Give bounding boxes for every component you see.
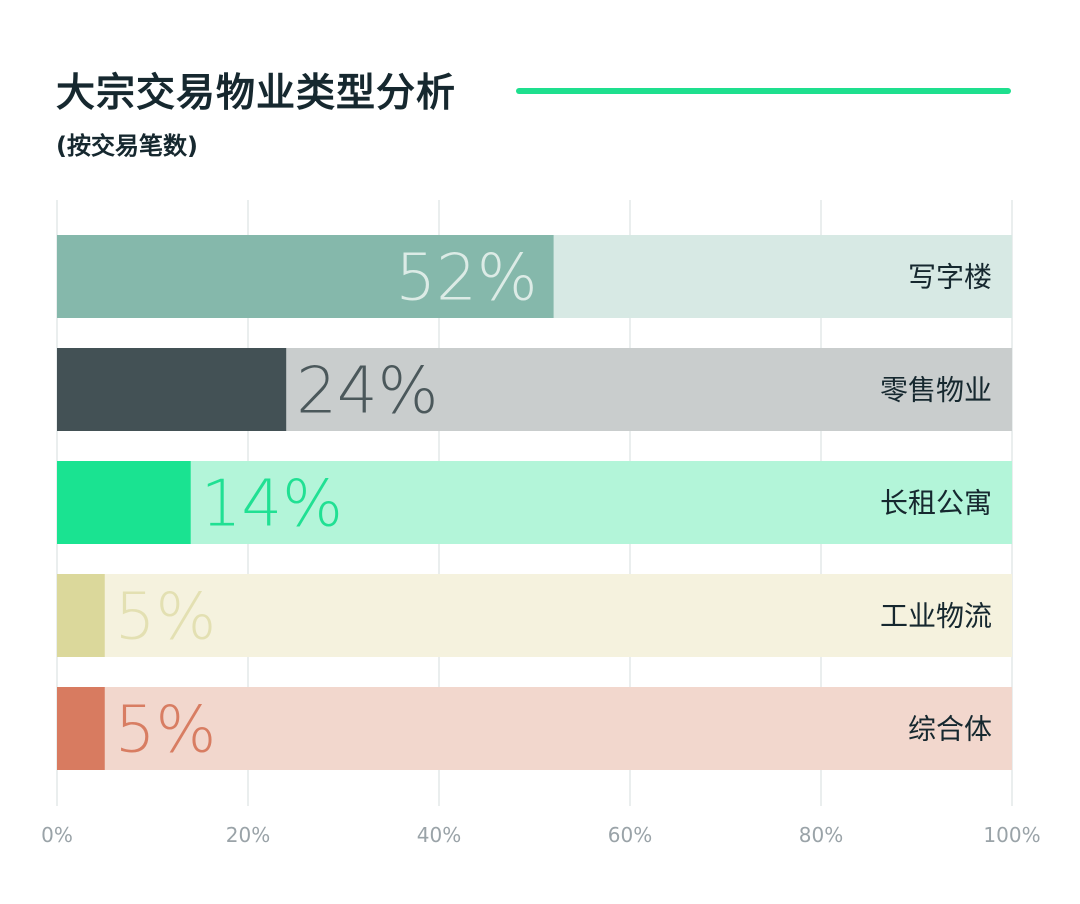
chart-subtitle: (按交易笔数) bbox=[56, 132, 198, 160]
bar-value-label: 14% bbox=[201, 468, 343, 542]
bar bbox=[57, 348, 287, 431]
x-tick-label: 60% bbox=[608, 823, 652, 847]
category-label: 写字楼 bbox=[908, 261, 992, 294]
bar-row: 24% 零售物业 bbox=[57, 348, 1012, 431]
x-axis-ticks: 0% 20% 40% 60% 80% 100% bbox=[41, 823, 1040, 847]
bar bbox=[57, 574, 105, 657]
bar-row: 5% 综合体 bbox=[57, 687, 1012, 770]
bar-track bbox=[57, 574, 1012, 657]
bar bbox=[57, 461, 191, 544]
title-rule bbox=[516, 88, 1011, 94]
bar-value-label: 52% bbox=[395, 242, 537, 316]
x-tick-label: 40% bbox=[417, 823, 461, 847]
x-tick-label: 80% bbox=[799, 823, 843, 847]
category-label: 零售物业 bbox=[880, 374, 992, 407]
bar-value-label: 24% bbox=[296, 355, 438, 429]
x-tick-label: 20% bbox=[226, 823, 270, 847]
bars: 52% 写字楼 24% 零售物业 14% 长租公寓 5% 工业物流 5% 综合体 bbox=[57, 235, 1012, 770]
category-label: 工业物流 bbox=[880, 600, 992, 633]
category-label: 长租公寓 bbox=[880, 487, 992, 520]
bar-track bbox=[57, 687, 1012, 770]
bar-track bbox=[57, 461, 1012, 544]
bar-value-label: 5% bbox=[115, 581, 217, 655]
bar-row: 5% 工业物流 bbox=[57, 574, 1012, 657]
chart-title: 大宗交易物业类型分析 bbox=[56, 71, 457, 116]
x-tick-label: 100% bbox=[983, 823, 1040, 847]
bar-row: 14% 长租公寓 bbox=[57, 461, 1012, 544]
bar bbox=[57, 687, 105, 770]
bar bbox=[57, 235, 554, 318]
category-label: 综合体 bbox=[908, 713, 992, 746]
bar-value-label: 5% bbox=[115, 694, 217, 768]
x-tick-label: 0% bbox=[41, 823, 73, 847]
bar-row: 52% 写字楼 bbox=[57, 235, 1012, 318]
